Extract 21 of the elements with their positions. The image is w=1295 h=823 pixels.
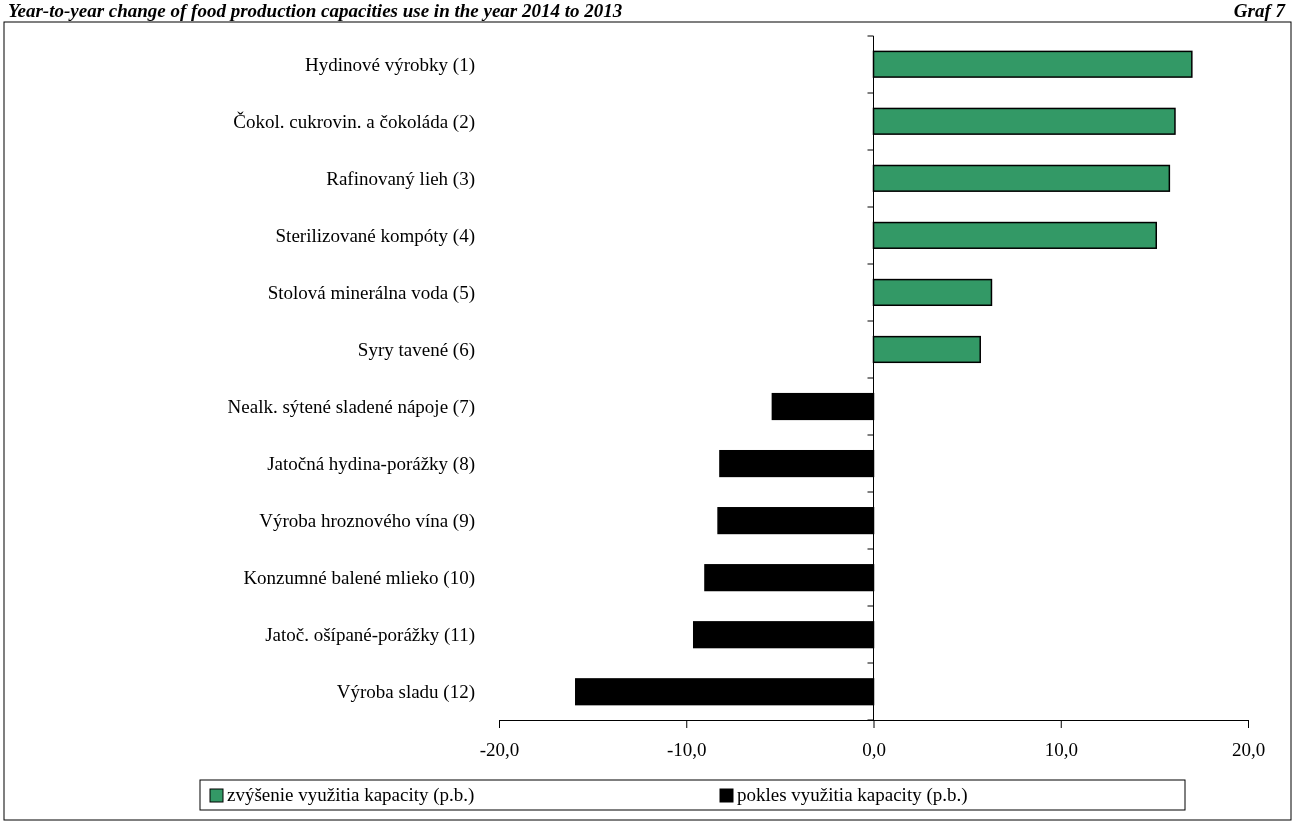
y-tick-label: Konzumné balené mlieko (10): [243, 567, 475, 590]
x-tick-label: 20,0: [1231, 738, 1266, 760]
y-tick-label: Nealk. sýtené sladené nápoje (7): [227, 396, 475, 419]
x-tick-label: -10,0: [666, 738, 707, 760]
x-tick-label: 10,0: [1044, 738, 1078, 760]
x-tick-label: 0,0: [862, 738, 886, 760]
y-tick-label: Sterilizované kompóty (4): [275, 225, 475, 248]
y-tick-label: Hydinové výrobky (1): [305, 53, 475, 76]
x-tick-label: -20,0: [479, 738, 520, 760]
y-tick-label: Syry tavené (6): [357, 339, 475, 362]
y-tick-label: Stolová minerálna voda (5): [267, 282, 475, 305]
y-tick-label: Jatočná hydina-porážky (8): [267, 453, 475, 476]
legend-label: zvýšenie využitia kapacity (p.b.): [227, 784, 475, 806]
text: Year-to-year change of food production capacities use in the year 2014 to 2013: [8, 0, 623, 21]
y-tick-label: Jatoč. ošípané-porážky (11): [265, 624, 475, 647]
legend-label: pokles využitia kapacity (p.b.): [737, 784, 968, 806]
y-tick-label: Čokol. cukrovin. a čokoláda (2): [233, 110, 475, 133]
y-tick-label: Výroba sladu (12): [336, 681, 475, 704]
y-tick-label: Rafinovaný lieh (3): [326, 167, 475, 190]
text: Graf 7: [1233, 0, 1287, 21]
y-tick-label: Výroba hroznového vína (9): [259, 510, 475, 533]
